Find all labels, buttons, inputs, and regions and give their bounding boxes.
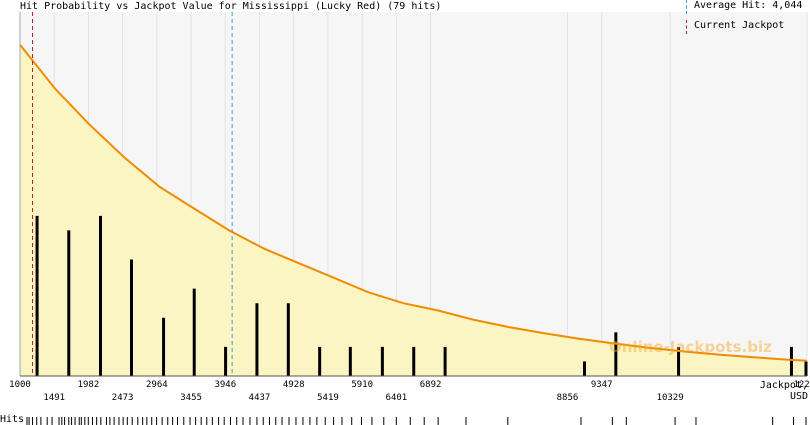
legend-average-label: Average Hit: 4,044 (694, 0, 803, 11)
legend-current-label: Current Jackpot (694, 20, 785, 31)
hits-rug (26, 417, 807, 425)
x-tick-label-upper-8: 12293 (793, 380, 810, 390)
x-tick-label-upper-7: 9347 (590, 380, 613, 390)
x-tick-label-upper-3: 3946 (214, 380, 237, 390)
x-tick-label-upper-5: 5910 (351, 380, 374, 390)
x-axis-label-line1: Jackpot, (759, 380, 808, 391)
legend-average: Average Hit: 4,044 (684, 0, 810, 17)
x-tick-label-lower-0: 1491 (43, 393, 66, 403)
x-tick-label-lower-7: 10329 (656, 393, 684, 403)
current-swatch (686, 20, 687, 34)
x-tick-label-upper-2: 2964 (146, 380, 168, 390)
probability-area (20, 44, 807, 377)
probability-curve (19, 44, 808, 362)
x-tick-label-upper-4: 4928 (282, 380, 305, 390)
average-swatch (686, 0, 687, 14)
x-axis-label: Jackpot, USD (760, 380, 808, 402)
x-axis-label-line2: USD (789, 391, 808, 402)
x-tick-label-upper-0: 1000 (9, 380, 31, 390)
hits-label: Hits (0, 414, 25, 425)
x-tick-label-lower-3: 4437 (248, 393, 271, 403)
x-tick-label-lower-5: 6401 (385, 393, 408, 403)
watermark: Online-Jackpots.biz (609, 338, 772, 356)
x-tick-label-upper-1: 1982 (77, 380, 100, 390)
x-tick-label-upper-6: 6892 (419, 380, 442, 390)
chart-title: Hit Probability vs Jackpot Value for Mis… (20, 1, 442, 12)
x-tick-label-lower-2: 3455 (180, 393, 202, 403)
x-tick-label-lower-4: 5419 (317, 393, 339, 403)
x-tick-label-lower-6: 8856 (556, 393, 579, 403)
x-tick-label-lower-1: 2473 (111, 393, 134, 403)
legend-current: Current Jackpot (684, 17, 810, 37)
hit-histogram (35, 215, 808, 376)
